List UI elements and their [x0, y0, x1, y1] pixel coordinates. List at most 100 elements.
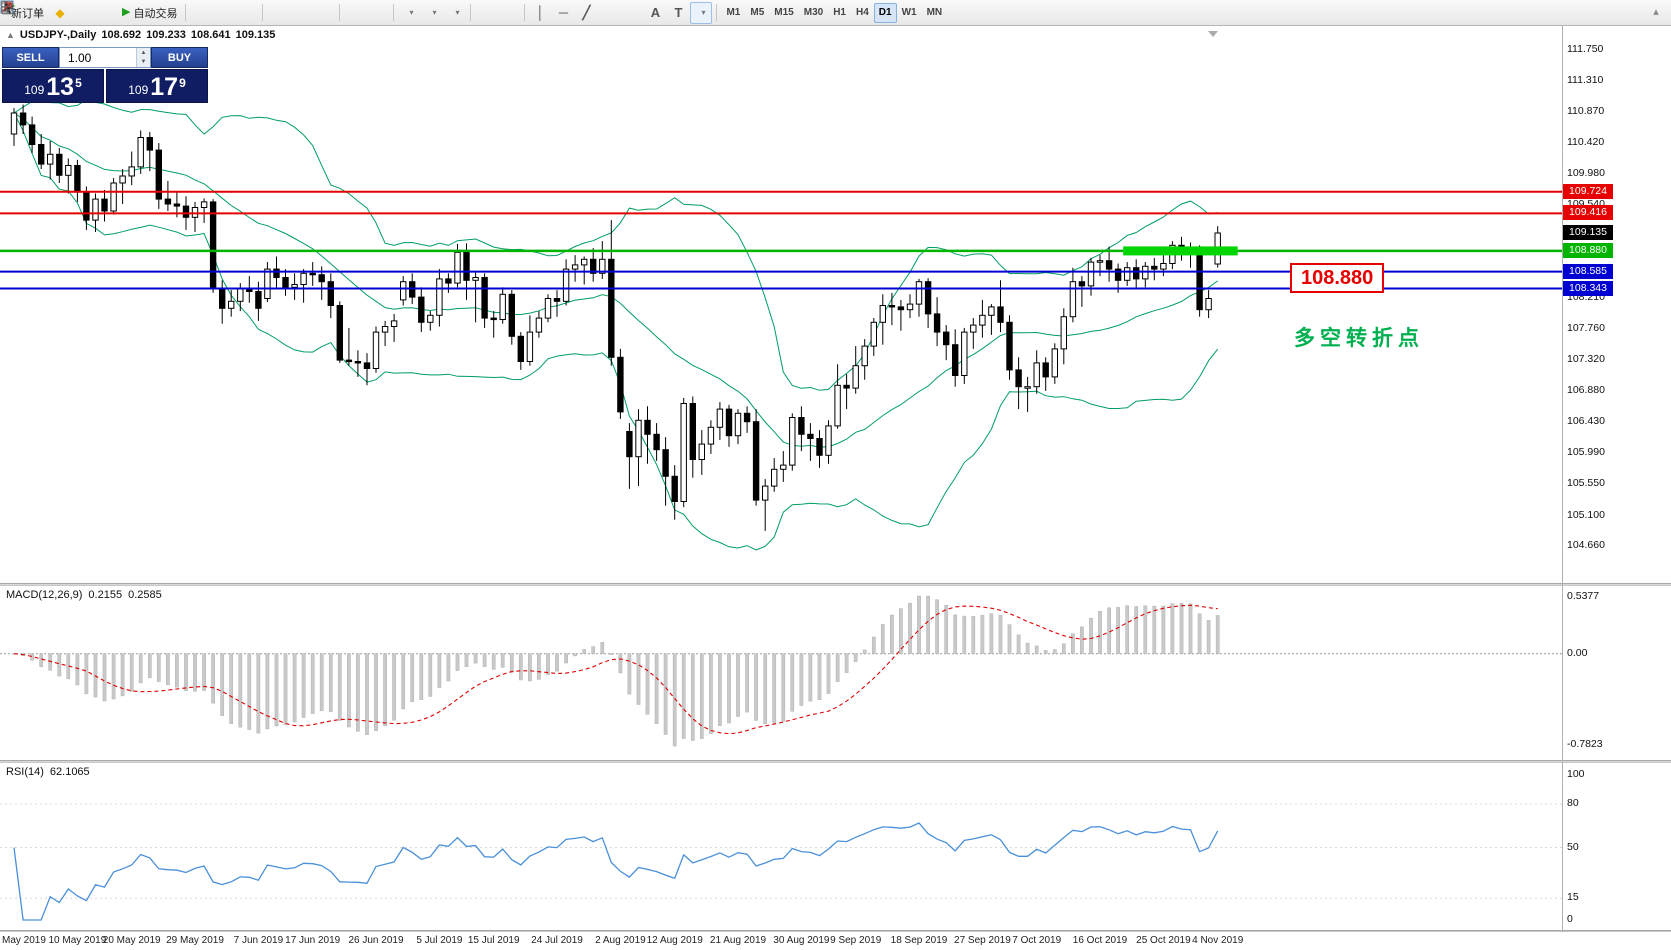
rsi-panel: RSI(14) 62.1065 100 80 50 15 0 [0, 763, 1671, 930]
periods-button[interactable]: ▾ [1, 1, 443, 24]
one-click-toggle[interactable]: ▲ [6, 30, 15, 40]
panel-separator [0, 930, 1671, 932]
timeframe-m5-button[interactable]: M5 [745, 3, 769, 23]
buy-button[interactable]: BUY [151, 47, 208, 68]
date-axis-label: 5 Jul 2019 [416, 935, 463, 946]
one-click-trading-panel: SELL 1.00 ▲ ▼ BUY 109 13 5 109 [2, 47, 208, 103]
candlestick-chart-button[interactable] [2, 1, 235, 24]
label-tool-button[interactable]: T [667, 2, 689, 24]
price-axis[interactable]: 111.750 111.310 110.870 110.420 109.980 109.5… [1562, 26, 1671, 583]
price-tick: 105.100 [1567, 508, 1605, 521]
favorites-button[interactable]: ◆ [49, 2, 71, 24]
price-annotation-label[interactable]: 108.880 [1290, 263, 1385, 293]
autotrading-button[interactable]: ▶ 自动交易 [118, 2, 181, 24]
cascade-windows-button[interactable] [1, 1, 389, 24]
text-tool-icon: A [650, 5, 661, 20]
timeframe-m1-button[interactable]: M1 [721, 3, 745, 23]
price-tick: 111.750 [1567, 43, 1604, 55]
sell-button[interactable]: SELL [2, 47, 59, 68]
templates-button[interactable]: ▾ [1, 1, 466, 24]
macd-signal-line [13, 604, 1218, 735]
vertical-line-button[interactable]: │ [529, 2, 551, 24]
toolbar: 新订单 ◆ ▶ 自动交易 [0, 0, 1671, 26]
candles-layer[interactable] [10, 104, 1221, 531]
price-tick: 106.880 [1567, 383, 1605, 396]
cursor-button[interactable] [4, 1, 497, 24]
dropdown-caret-icon: ▾ [455, 8, 460, 17]
date-axis-label: 25 Oct 2019 [1136, 935, 1191, 946]
trendline-button[interactable]: ╱ [575, 2, 597, 24]
date-axis-label: 9 Sep 2019 [830, 935, 882, 946]
date-axis-label: 15 Jul 2019 [467, 935, 520, 946]
timeframe-h4-button[interactable]: H4 [851, 3, 874, 23]
rsi-axis-tick: 50 [1567, 840, 1579, 853]
price-tick: 105.550 [1567, 477, 1605, 489]
price-tag-108.585: 108.585 [1563, 263, 1613, 279]
chart-shift-marker[interactable] [1208, 31, 1218, 37]
chinese-annotation[interactable]: 多空转折点 [1294, 327, 1424, 350]
macd-axis-bottom: -0.7823 [1567, 738, 1603, 750]
panel-separator[interactable] [0, 583, 1671, 586]
toolbar-separator [716, 4, 718, 21]
price-tick: 111.310 [1567, 73, 1604, 86]
buy-price-prefix: 109 [128, 83, 149, 97]
fibonacci-button[interactable] [1, 2, 643, 24]
main-chart-plot[interactable] [0, 26, 1671, 583]
highlight-bar[interactable] [1123, 246, 1238, 256]
bar-chart-button[interactable] [1, 1, 212, 24]
toolbar-separator [262, 4, 264, 21]
timeframe-mn-button[interactable]: MN [922, 3, 948, 23]
horizontal-line-icon: ─ [558, 5, 569, 20]
crosshair-button[interactable] [1, 1, 520, 24]
rsi-value: 62.1065 [49, 766, 90, 778]
price-tick: 107.760 [1567, 322, 1605, 335]
arrows-tool-button[interactable]: ▾ [2, 1, 713, 24]
macd-histogram [12, 595, 1220, 747]
volume-input[interactable]: 1.00 ▲ ▼ [59, 47, 151, 68]
sell-price-sup: 5 [75, 76, 82, 90]
macd-value-signal: 0.2585 [128, 589, 162, 601]
current-price-tag: 109.135 [1563, 225, 1613, 240]
dropdown-caret-icon: ▾ [701, 8, 706, 17]
community-button[interactable] [1, 1, 117, 24]
tile-windows-button[interactable] [0, 0, 335, 24]
date-axis-label: 29 May 2019 [166, 935, 224, 946]
panel-separator[interactable] [0, 760, 1671, 763]
buy-price-display[interactable]: 109 17 9 [106, 69, 208, 103]
arrange-windows-button[interactable] [1, 1, 366, 24]
zoom-in-button[interactable] [1, 1, 289, 24]
rsi-axis-tick: 100 [1567, 768, 1585, 780]
rsi-axis-tick: 15 [1567, 891, 1579, 904]
timeframe-m30-button[interactable]: M30 [799, 3, 828, 23]
timeframe-h1-button[interactable]: H1 [828, 3, 851, 23]
horizontal-line-button[interactable]: ─ [552, 2, 574, 24]
market-watch-button[interactable] [1, 1, 94, 24]
timeframe-d1-button[interactable]: D1 [873, 2, 897, 23]
timeframe-w1-button[interactable]: W1 [897, 3, 922, 23]
sell-price-display[interactable]: 109 13 5 [2, 69, 104, 103]
text-tool-button[interactable]: A [644, 2, 666, 24]
rsi-line [13, 822, 1219, 921]
zoom-out-button[interactable] [1, 1, 312, 24]
spinner-up-icon[interactable]: ▲ [137, 48, 150, 58]
spinner-down-icon[interactable]: ▼ [137, 57, 150, 67]
volume-value[interactable]: 1.00 [68, 50, 92, 65]
price-tag-109.724: 109.724 [1563, 183, 1613, 199]
volume-spinner[interactable]: ▲ ▼ [136, 48, 150, 67]
channel-button[interactable] [2, 2, 620, 24]
date-axis-label: 20 May 2019 [102, 935, 161, 946]
rsi-axis-tick: 80 [1567, 797, 1579, 809]
toolbar-overflow-button[interactable]: ▴ [1645, 2, 1667, 24]
macd-plot [0, 595, 1562, 747]
toolbar-separator [470, 4, 472, 21]
timeframe-m15-button[interactable]: M15 [769, 3, 798, 23]
date-axis[interactable]: May 2019 10 May 2019 20 May 2019 29 May 201… [0, 932, 1671, 950]
trendline-icon: ╱ [582, 4, 591, 20]
timeframe-group: M1 M5 M15 M30 H1 H4 D1 W1 MN [721, 2, 947, 23]
axis-border-line [1562, 26, 1563, 932]
line-chart-button[interactable] [0, 1, 258, 24]
new-order-label: 新订单 [11, 7, 44, 20]
dropdown-caret-icon: ▾ [432, 8, 437, 17]
indicators-button[interactable]: ▾ [0, 2, 420, 24]
symbol-period-label: USDJPY-,Daily [19, 29, 97, 41]
